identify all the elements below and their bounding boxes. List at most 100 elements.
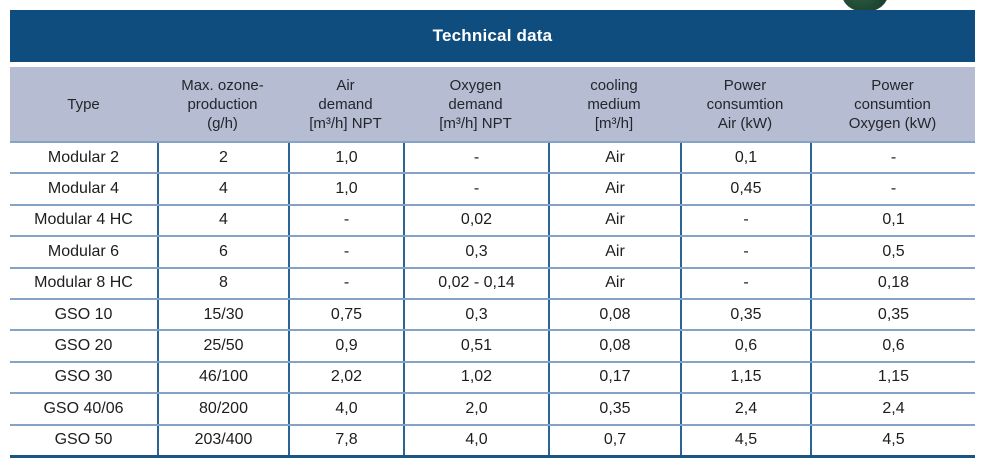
table-cell: 4	[157, 205, 288, 236]
table-cell: Air	[548, 205, 680, 236]
header-line: [m³/h] NPT	[309, 114, 382, 132]
table-cell: 0,17	[548, 362, 680, 393]
table-cell: 4,0	[403, 425, 548, 455]
table-cell: -	[288, 205, 403, 236]
table-cell: 1,0	[288, 143, 403, 173]
table-cell: 1,0	[288, 174, 403, 204]
table-cell: 7,8	[288, 425, 403, 455]
technical-data-table: Technical data Type Max. ozone- producti…	[10, 10, 975, 458]
table-cell: Air	[548, 237, 680, 267]
table-cell: 0,1	[810, 205, 975, 236]
table-row-modular-2: Modular 2 2 1,0 - Air 0,1 -	[10, 141, 975, 173]
table-cell: -	[680, 268, 810, 298]
header-line: consumtion	[854, 95, 931, 113]
header-line: [m³/h]	[594, 114, 634, 132]
table-cell: 4	[157, 174, 288, 204]
column-header-power-consumtion-air: Power consumtion Air (kW)	[680, 67, 810, 141]
header-line: [m³/h] NPT	[439, 114, 512, 132]
table-cell: Modular 8 HC	[34, 274, 133, 292]
header-line: cooling	[590, 76, 638, 94]
header-line: Oxygen (kW)	[848, 114, 937, 132]
table-cell: GSO 10	[54, 305, 113, 323]
table-row-gso-20: GSO 20 25/50 0,9 0,51 0,08 0,6 0,6	[10, 329, 975, 361]
table-header-row: Type Max. ozone- production (g/h) Air de…	[10, 67, 975, 141]
table-cell: 0,45	[680, 174, 810, 204]
table-cell: 1,15	[680, 362, 810, 393]
table-cell: 15/30	[157, 299, 288, 330]
header-line: Power	[871, 76, 914, 94]
table-row-modular-8-hc: Modular 8 HC 8 - 0,02 - 0,14 Air - 0,18	[10, 266, 975, 298]
table-cell: -	[810, 174, 975, 204]
table-cell: 0,3	[403, 237, 548, 267]
table-cell: 25/50	[157, 331, 288, 361]
table-cell: 2,4	[810, 394, 975, 424]
table-cell: 2,4	[680, 394, 810, 424]
column-header-type: Type	[10, 67, 157, 141]
table-cell: 1,02	[403, 362, 548, 393]
header-line: medium	[587, 95, 641, 113]
table-row-gso-50: GSO 50 203/400 7,8 4,0 0,7 4,5 4,5	[10, 423, 975, 455]
table-cell: 0,35	[548, 394, 680, 424]
table-cell: GSO 40/06	[43, 399, 124, 417]
table-cell: 0,7	[548, 425, 680, 455]
column-header-cooling-medium: cooling medium [m³/h]	[548, 67, 680, 141]
header-line: demand	[318, 95, 373, 113]
header-line: Power	[723, 76, 767, 94]
header-line: Max. ozone-	[181, 76, 264, 94]
table-cell: 0,51	[403, 331, 548, 361]
table-cell: 203/400	[157, 425, 288, 455]
table-cell: Air	[548, 174, 680, 204]
column-header-oxygen-demand: Oxygen demand [m³/h] NPT	[403, 67, 548, 141]
header-line: Air (kW)	[717, 114, 773, 132]
table-cell: GSO 50	[54, 431, 113, 449]
table-cell: 0,35	[680, 299, 810, 330]
column-header-max-ozone-production: Max. ozone- production (g/h)	[157, 67, 288, 141]
table-cell: 6	[157, 237, 288, 267]
table-cell: 2,02	[288, 362, 403, 393]
header-line: demand	[448, 95, 503, 113]
table-cell: 0,08	[548, 331, 680, 361]
table-cell: 4,5	[680, 425, 810, 455]
table-cell: 1,15	[810, 362, 975, 393]
table-cell: 0,5	[810, 237, 975, 267]
table-cell: 4,0	[288, 394, 403, 424]
green-decoration-shape	[842, 0, 888, 12]
table-cell: 46/100	[157, 362, 288, 393]
header-line: Type	[67, 95, 100, 113]
header-line: Air	[336, 76, 355, 94]
table-cell: 0,35	[810, 299, 975, 330]
table-cell: 0,02	[403, 205, 548, 236]
table-cell: 0,02 - 0,14	[403, 268, 548, 298]
header-line: (g/h)	[207, 114, 238, 132]
header-line: consumtion	[706, 95, 784, 113]
table-cell: GSO 20	[54, 337, 113, 355]
table-cell: 0,75	[288, 299, 403, 330]
table-body: Modular 2 2 1,0 - Air 0,1 - Modular 4 4 …	[10, 141, 975, 458]
table-row-modular-6: Modular 6 6 - 0,3 Air - 0,5	[10, 235, 975, 267]
table-cell: 0,6	[680, 331, 810, 361]
table-cell: Air	[548, 268, 680, 298]
table-cell: -	[288, 237, 403, 267]
table-title: Technical data	[10, 10, 975, 62]
table-cell: Air	[548, 143, 680, 173]
table-cell: 0,3	[403, 299, 548, 330]
table-cell: 4,5	[810, 425, 975, 455]
table-cell: Modular 2	[47, 148, 120, 166]
table-cell: Modular 6	[47, 242, 120, 260]
table-cell: 0,1	[680, 143, 810, 173]
table-cell: -	[403, 143, 548, 173]
table-cell: 2,0	[403, 394, 548, 424]
table-cell: 0,18	[810, 268, 975, 298]
table-cell: -	[288, 268, 403, 298]
table-cell: -	[680, 237, 810, 267]
table-row-modular-4-hc: Modular 4 HC 4 - 0,02 Air - 0,1	[10, 203, 975, 236]
table-cell: 0,08	[548, 299, 680, 330]
table-cell: GSO 30	[54, 368, 113, 386]
table-cell: Modular 4 HC	[34, 211, 133, 229]
header-line: production	[187, 95, 258, 113]
title-gap	[10, 62, 975, 67]
table-cell: 2	[157, 143, 288, 173]
table-cell: Modular 4	[47, 180, 120, 198]
table-row-gso-30: GSO 30 46/100 2,02 1,02 0,17 1,15 1,15	[10, 360, 975, 393]
